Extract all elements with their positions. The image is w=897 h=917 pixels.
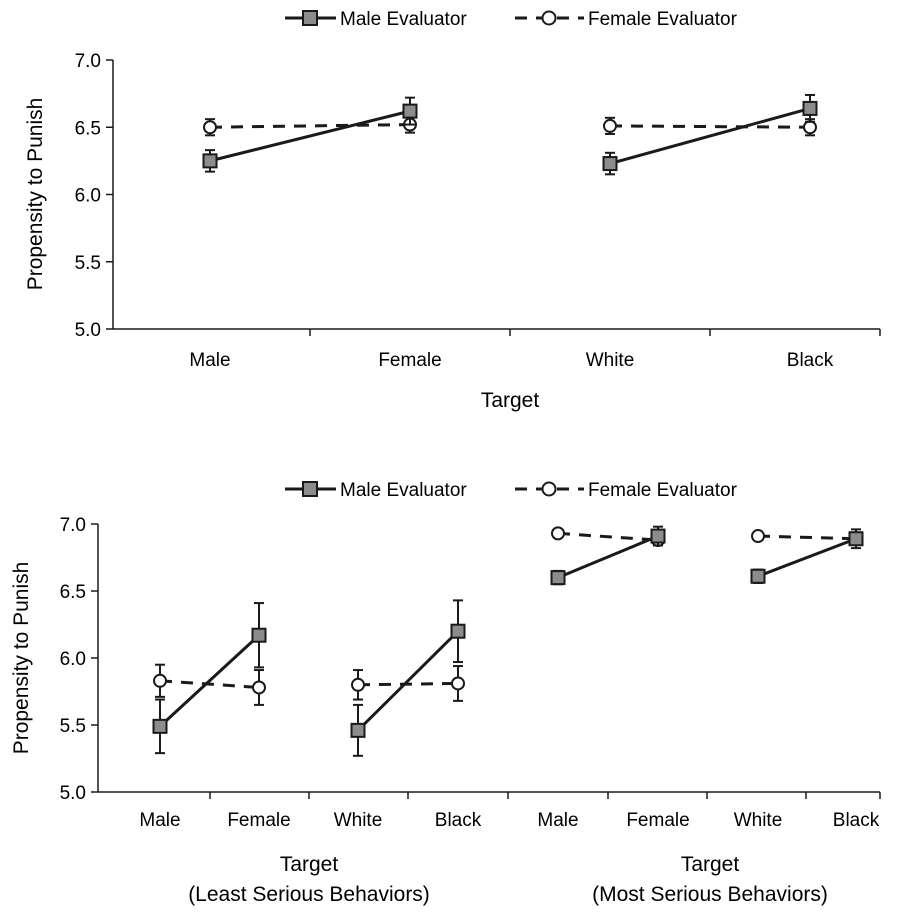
- male-evaluator-point: [350, 722, 366, 738]
- legend-male-label: Male Evaluator: [340, 9, 467, 30]
- legend-male-marker: [302, 10, 318, 26]
- y-ticks: 5.0 5.5 6.0 6.5 7.0: [75, 51, 113, 341]
- female-evaluator-line: [209, 123, 411, 129]
- group-label-most-line2: (Most Serious Behaviors): [592, 883, 828, 906]
- x-category-label: Male: [189, 350, 230, 371]
- legend-female-label: Female Evaluator: [588, 9, 738, 30]
- x-category-label: Black: [787, 350, 834, 371]
- female-evaluator-point: [451, 676, 465, 691]
- y-ticks: 5.0 5.5 6.0 6.5 7.0: [60, 515, 98, 804]
- y-tick-label: 5.0: [60, 783, 86, 804]
- female-evaluator-point: [203, 120, 217, 135]
- legend-female-label: Female Evaluator: [588, 480, 738, 501]
- male-evaluator-point: [602, 156, 618, 172]
- female-evaluator-point: [252, 680, 266, 695]
- x-category-label: Female: [626, 810, 689, 831]
- y-tick-label: 6.5: [75, 118, 101, 139]
- female-evaluator-point: [551, 526, 565, 541]
- y-axis-title: Propensity to Punish: [24, 98, 47, 291]
- female-evaluator-point: [153, 673, 167, 688]
- x-axis-title: Target: [481, 389, 540, 412]
- x-category-label: Female: [378, 350, 441, 371]
- male-evaluator-point: [550, 570, 566, 586]
- male-evaluator-line: [356, 630, 460, 732]
- legend-male-label: Male Evaluator: [340, 480, 467, 501]
- male-evaluator-line: [609, 106, 811, 166]
- legend-male-marker: [302, 481, 318, 497]
- female-evaluator-line: [609, 124, 811, 129]
- group-label-least-line2: (Least Serious Behaviors): [188, 883, 430, 906]
- y-tick-label: 5.5: [60, 716, 86, 737]
- male-evaluator-point: [802, 100, 818, 116]
- female-evaluator-point: [351, 677, 365, 692]
- y-tick-label: 7.0: [75, 51, 101, 72]
- legend-female-marker: [541, 10, 557, 26]
- x-ticks: Male Female White Black: [189, 329, 881, 371]
- male-evaluator-point: [402, 103, 418, 119]
- legend: Male Evaluator Female Evaluator: [285, 480, 738, 501]
- male-evaluator-line: [757, 537, 857, 578]
- legend-female-marker: [541, 481, 557, 497]
- male-evaluator-line: [557, 534, 659, 579]
- x-category-label: Black: [833, 810, 880, 831]
- male-evaluator-point: [251, 627, 267, 643]
- male-evaluator-point: [152, 718, 168, 734]
- female-evaluator-point: [603, 118, 617, 133]
- bottom-panel: Male Evaluator Female Evaluator 5.0 5.5 6.…: [10, 480, 881, 906]
- x-category-label: White: [334, 810, 383, 831]
- male-evaluator-point: [650, 528, 666, 544]
- y-tick-label: 5.0: [75, 320, 101, 341]
- male-evaluator-line: [209, 109, 411, 163]
- group-label-least-line1: Target: [280, 853, 339, 876]
- female-evaluator-point: [803, 120, 817, 135]
- male-evaluator-point: [750, 568, 766, 584]
- top-panel: Male Evaluator Female Evaluator 5.0 5.5 6.…: [24, 9, 881, 412]
- data-marks: [152, 525, 864, 757]
- legend: Male Evaluator Female Evaluator: [285, 9, 738, 30]
- x-category-label: White: [586, 350, 635, 371]
- y-tick-label: 5.5: [75, 253, 101, 274]
- y-tick-label: 6.0: [60, 649, 86, 670]
- y-tick-label: 6.0: [75, 186, 101, 207]
- x-category-label: Male: [139, 810, 180, 831]
- x-ticks: Male Female White Black Male Female White Black: [139, 792, 881, 831]
- female-evaluator-line: [757, 534, 857, 541]
- x-category-label: Male: [537, 810, 578, 831]
- male-evaluator-point: [202, 153, 218, 169]
- x-category-label: Black: [435, 810, 482, 831]
- female-evaluator-line: [557, 531, 659, 542]
- y-axis-title: Propensity to Punish: [10, 562, 33, 755]
- y-tick-label: 7.0: [60, 515, 86, 536]
- y-tick-label: 6.5: [60, 582, 86, 603]
- x-category-label: Female: [227, 810, 290, 831]
- female-evaluator-line: [357, 681, 459, 687]
- male-evaluator-point: [450, 623, 466, 639]
- male-evaluator-line: [158, 634, 261, 728]
- female-evaluator-point: [751, 529, 765, 544]
- x-category-label: White: [734, 810, 783, 831]
- female-evaluator-line: [159, 679, 260, 689]
- data-marks: [202, 93, 818, 176]
- male-evaluator-point: [848, 531, 864, 547]
- group-label-most-line1: Target: [681, 853, 740, 876]
